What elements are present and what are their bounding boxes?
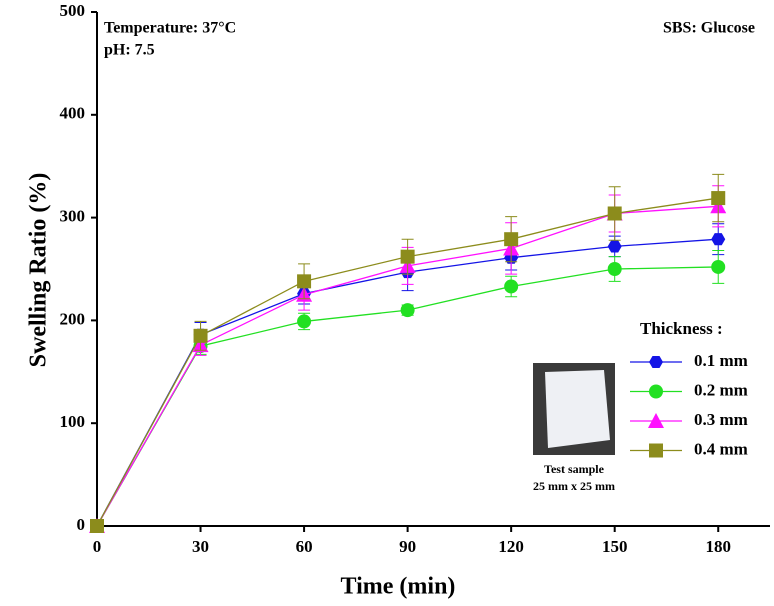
y-tick-label: 300 xyxy=(60,207,86,226)
y-axis-label: Swelling Ratio (%) xyxy=(26,173,52,368)
marker xyxy=(90,519,104,533)
y-tick-label: 400 xyxy=(60,104,86,123)
marker xyxy=(607,206,622,221)
marker xyxy=(297,314,312,329)
annotation: pH: 7.5 xyxy=(104,42,155,59)
marker xyxy=(711,259,726,274)
legend-label: 0.1 mm xyxy=(694,351,748,370)
y-tick-label: 100 xyxy=(60,412,86,431)
marker xyxy=(711,233,726,246)
legend-marker xyxy=(649,443,663,458)
legend-label: 0.3 mm xyxy=(694,410,748,429)
marker xyxy=(400,303,415,318)
x-tick-label: 30 xyxy=(192,537,209,556)
legend-label: 0.2 mm xyxy=(694,380,748,399)
marker xyxy=(607,262,622,276)
y-tick-label: 200 xyxy=(60,309,86,328)
y-tick-label: 0 xyxy=(77,515,86,534)
marker xyxy=(193,328,208,343)
marker xyxy=(504,279,519,294)
x-tick-label: 150 xyxy=(602,537,628,556)
legend-marker xyxy=(648,413,664,428)
annotation: Temperature: 37°C xyxy=(104,20,236,37)
sample-photo-bag xyxy=(545,370,610,448)
marker xyxy=(297,274,312,289)
x-tick-label: 120 xyxy=(498,537,524,556)
x-tick-label: 0 xyxy=(93,537,102,556)
legend-marker xyxy=(649,355,663,369)
y-tick-label: 500 xyxy=(60,1,86,20)
marker xyxy=(504,232,519,247)
x-tick-label: 90 xyxy=(399,537,416,556)
annotation: Test sample xyxy=(544,462,605,476)
legend-label: 0.4 mm xyxy=(694,439,748,458)
marker xyxy=(400,249,415,264)
legend-marker xyxy=(649,384,663,399)
x-axis-label: Time (min) xyxy=(341,574,456,600)
annotation: SBS: Glucose xyxy=(663,20,755,37)
annotation: 25 mm x 25 mm xyxy=(533,479,615,493)
x-tick-label: 60 xyxy=(296,537,313,556)
legend-title: Thickness : xyxy=(640,319,723,338)
marker xyxy=(607,240,622,253)
marker xyxy=(711,191,726,206)
x-tick-label: 180 xyxy=(705,537,731,556)
